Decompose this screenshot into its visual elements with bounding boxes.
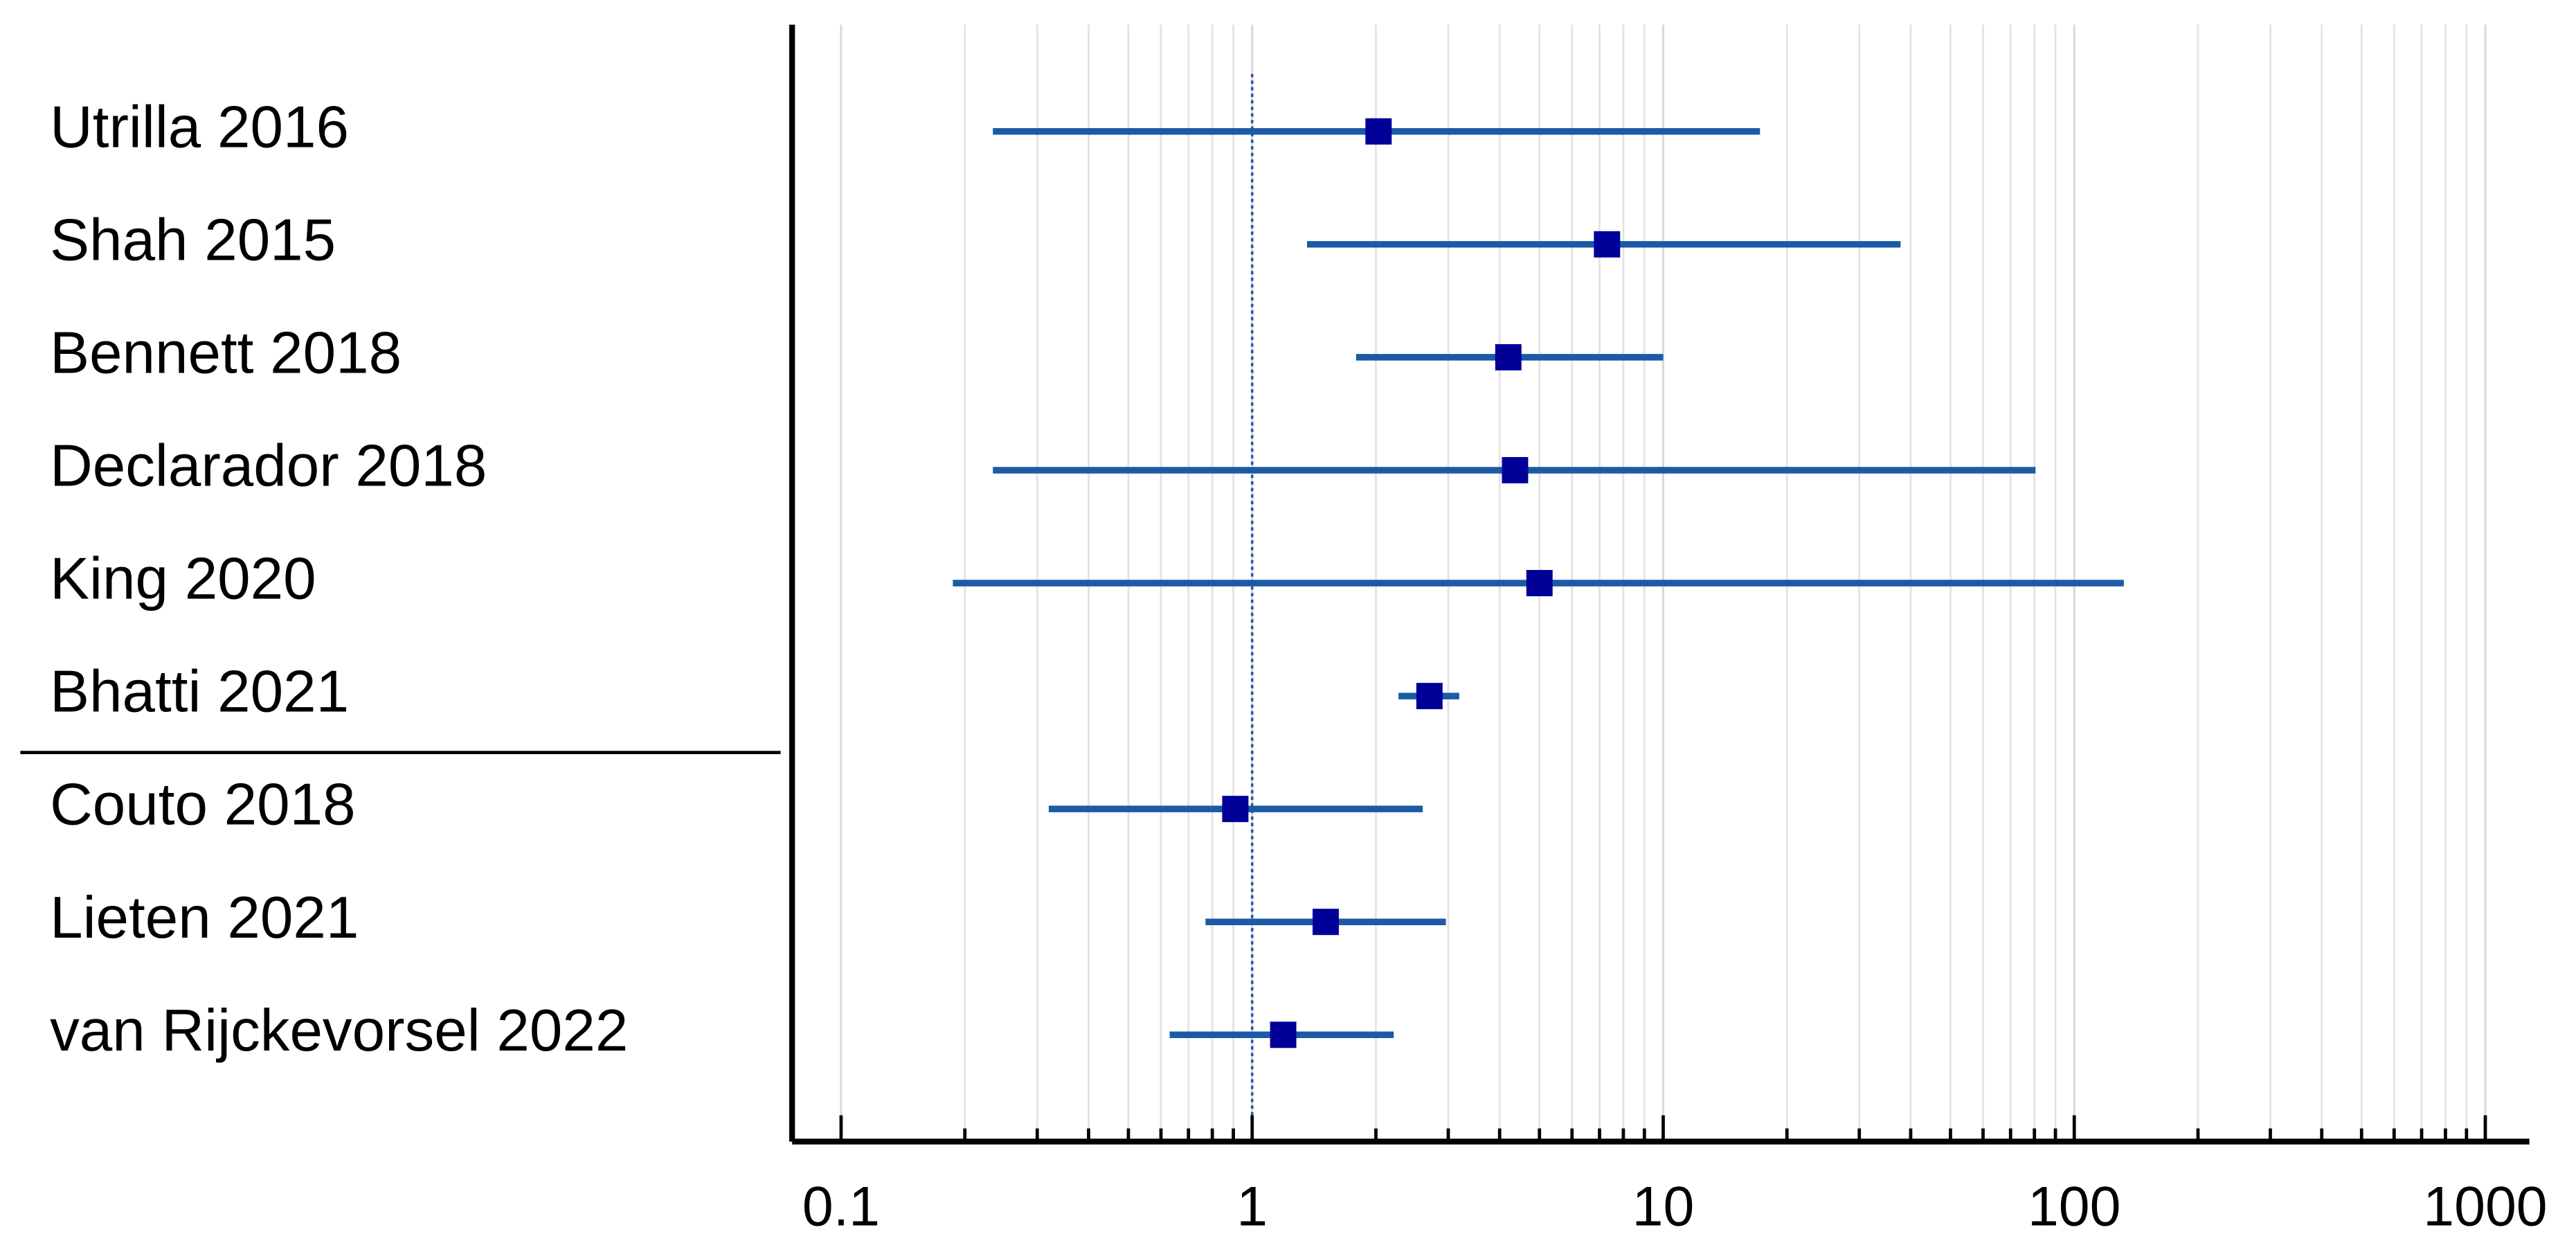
study-label: van Rijckevorsel 2022: [50, 998, 628, 1064]
x-tick-label: 1: [1236, 1175, 1268, 1238]
point-estimate: [1222, 796, 1249, 823]
point-estimate: [1313, 909, 1339, 936]
x-tick-label: 10: [1632, 1175, 1695, 1238]
point-estimate: [1495, 343, 1522, 370]
x-tick-label: 0.1: [802, 1175, 880, 1238]
study-label: Shah 2015: [50, 207, 336, 273]
point-estimate: [1270, 1021, 1297, 1048]
point-estimate: [1526, 570, 1553, 596]
study-label: Bhatti 2021: [50, 659, 349, 725]
point-estimate: [1594, 231, 1621, 258]
study-label: Utrilla 2016: [50, 94, 349, 160]
study-label: Declarador 2018: [50, 433, 487, 499]
study-label: Couto 2018: [50, 772, 355, 838]
study-label: Lieten 2021: [50, 885, 359, 951]
point-estimate: [1416, 683, 1443, 710]
x-tick-label: 100: [2028, 1175, 2121, 1238]
x-tick-label: 1000: [2423, 1175, 2547, 1238]
point-estimate: [1365, 118, 1392, 145]
study-label: Bennett 2018: [50, 320, 402, 386]
study-label: King 2020: [50, 546, 316, 612]
point-estimate: [1502, 456, 1529, 483]
